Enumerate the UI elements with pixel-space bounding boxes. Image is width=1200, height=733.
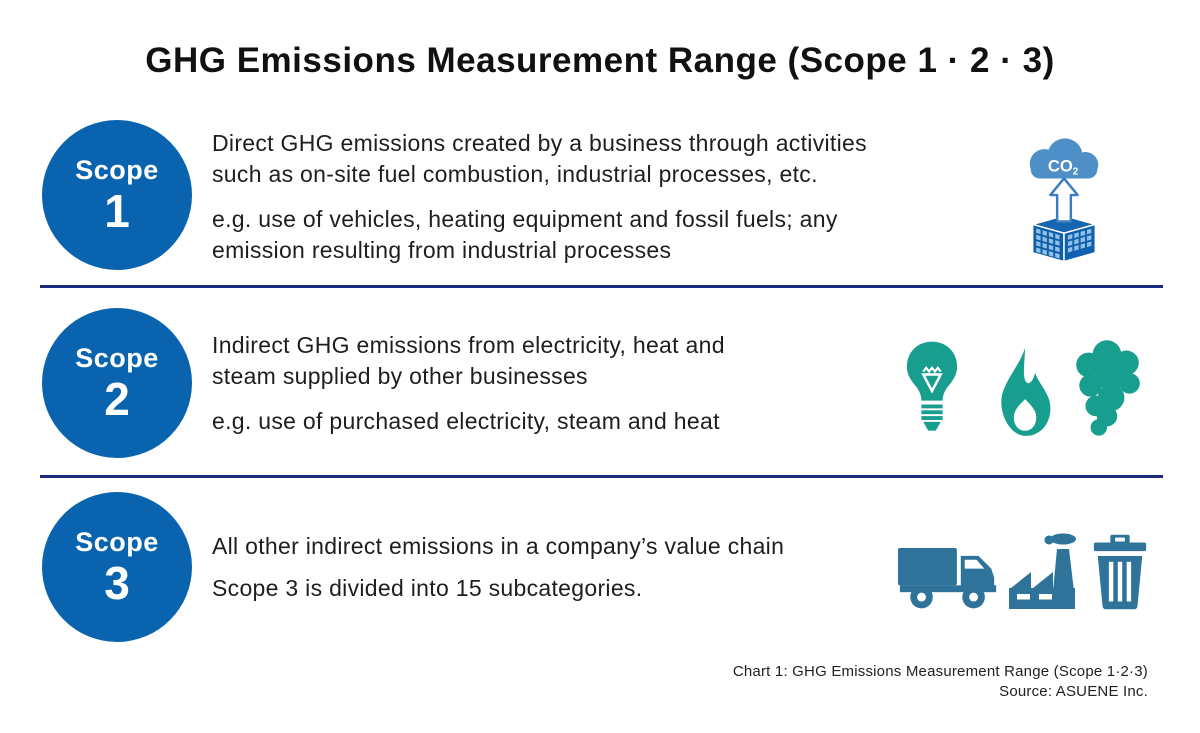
filament-zigzag xyxy=(922,365,942,374)
scope-1-example: e.g. use of vehicles, heating equipment … xyxy=(212,206,838,263)
building-windows-left xyxy=(1036,228,1060,259)
up-arrow xyxy=(1049,177,1079,223)
scope-2-badge-number: 2 xyxy=(104,372,130,425)
scope-2-example: e.g. use of purchased electricity, steam… xyxy=(212,408,720,434)
scope-1-badge: Scope 1 xyxy=(42,120,192,270)
scope-2-badge-label: Scope xyxy=(75,342,159,373)
truck-window xyxy=(964,559,985,569)
scope-3-badge: Scope 3 xyxy=(42,492,192,642)
page-title: GHG Emissions Measurement Range (Scope 1… xyxy=(145,41,1055,80)
flame-icon xyxy=(1001,348,1051,436)
scope-1-description: Direct GHG emissions created by a busine… xyxy=(212,130,867,187)
scope-3-text: All other indirect emissions in a compan… xyxy=(212,531,784,604)
factory-icon xyxy=(1009,533,1076,609)
lightbulb-icon xyxy=(906,341,958,431)
flame-inner xyxy=(1013,399,1037,431)
co2-label: CO2 xyxy=(1048,157,1079,178)
footer-credits: Chart 1: GHG Emissions Measurement Range… xyxy=(733,662,1148,702)
scope-2-text: Indirect GHG emissions from electricity,… xyxy=(212,330,725,437)
scope-1-badge-number: 1 xyxy=(104,184,130,237)
co2-cloud xyxy=(1029,138,1099,179)
scope-1-text: Direct GHG emissions created by a busine… xyxy=(212,128,867,266)
scope-3-badge-label: Scope xyxy=(75,526,159,557)
delivery-truck-icon xyxy=(897,548,997,609)
trash-can-icon xyxy=(1093,534,1147,610)
scope-3-example: Scope 3 is divided into 15 subcategories… xyxy=(212,575,643,601)
scope-2-badge: Scope 2 xyxy=(42,308,192,458)
co2-cloud-building-icon: CO2 xyxy=(1029,138,1099,263)
factory-smoke xyxy=(1050,533,1076,545)
scope-2-description: Indirect GHG emissions from electricity,… xyxy=(212,332,725,389)
divider-2 xyxy=(40,475,1163,478)
factory-chimney xyxy=(1053,549,1074,591)
scope-3-badge-number: 3 xyxy=(104,556,130,609)
scope-3-description: All other indirect emissions in a compan… xyxy=(212,533,785,559)
steam-cloud-icon xyxy=(1076,340,1140,436)
building-windows-right xyxy=(1067,228,1092,253)
chart-caption: Chart 1: GHG Emissions Measurement Range… xyxy=(732,663,1148,680)
filament-triangle xyxy=(921,373,943,394)
scope-1-badge-label: Scope xyxy=(75,154,159,185)
divider-1 xyxy=(40,285,1163,288)
source-credit: Source: ASUENE Inc. xyxy=(999,683,1148,700)
